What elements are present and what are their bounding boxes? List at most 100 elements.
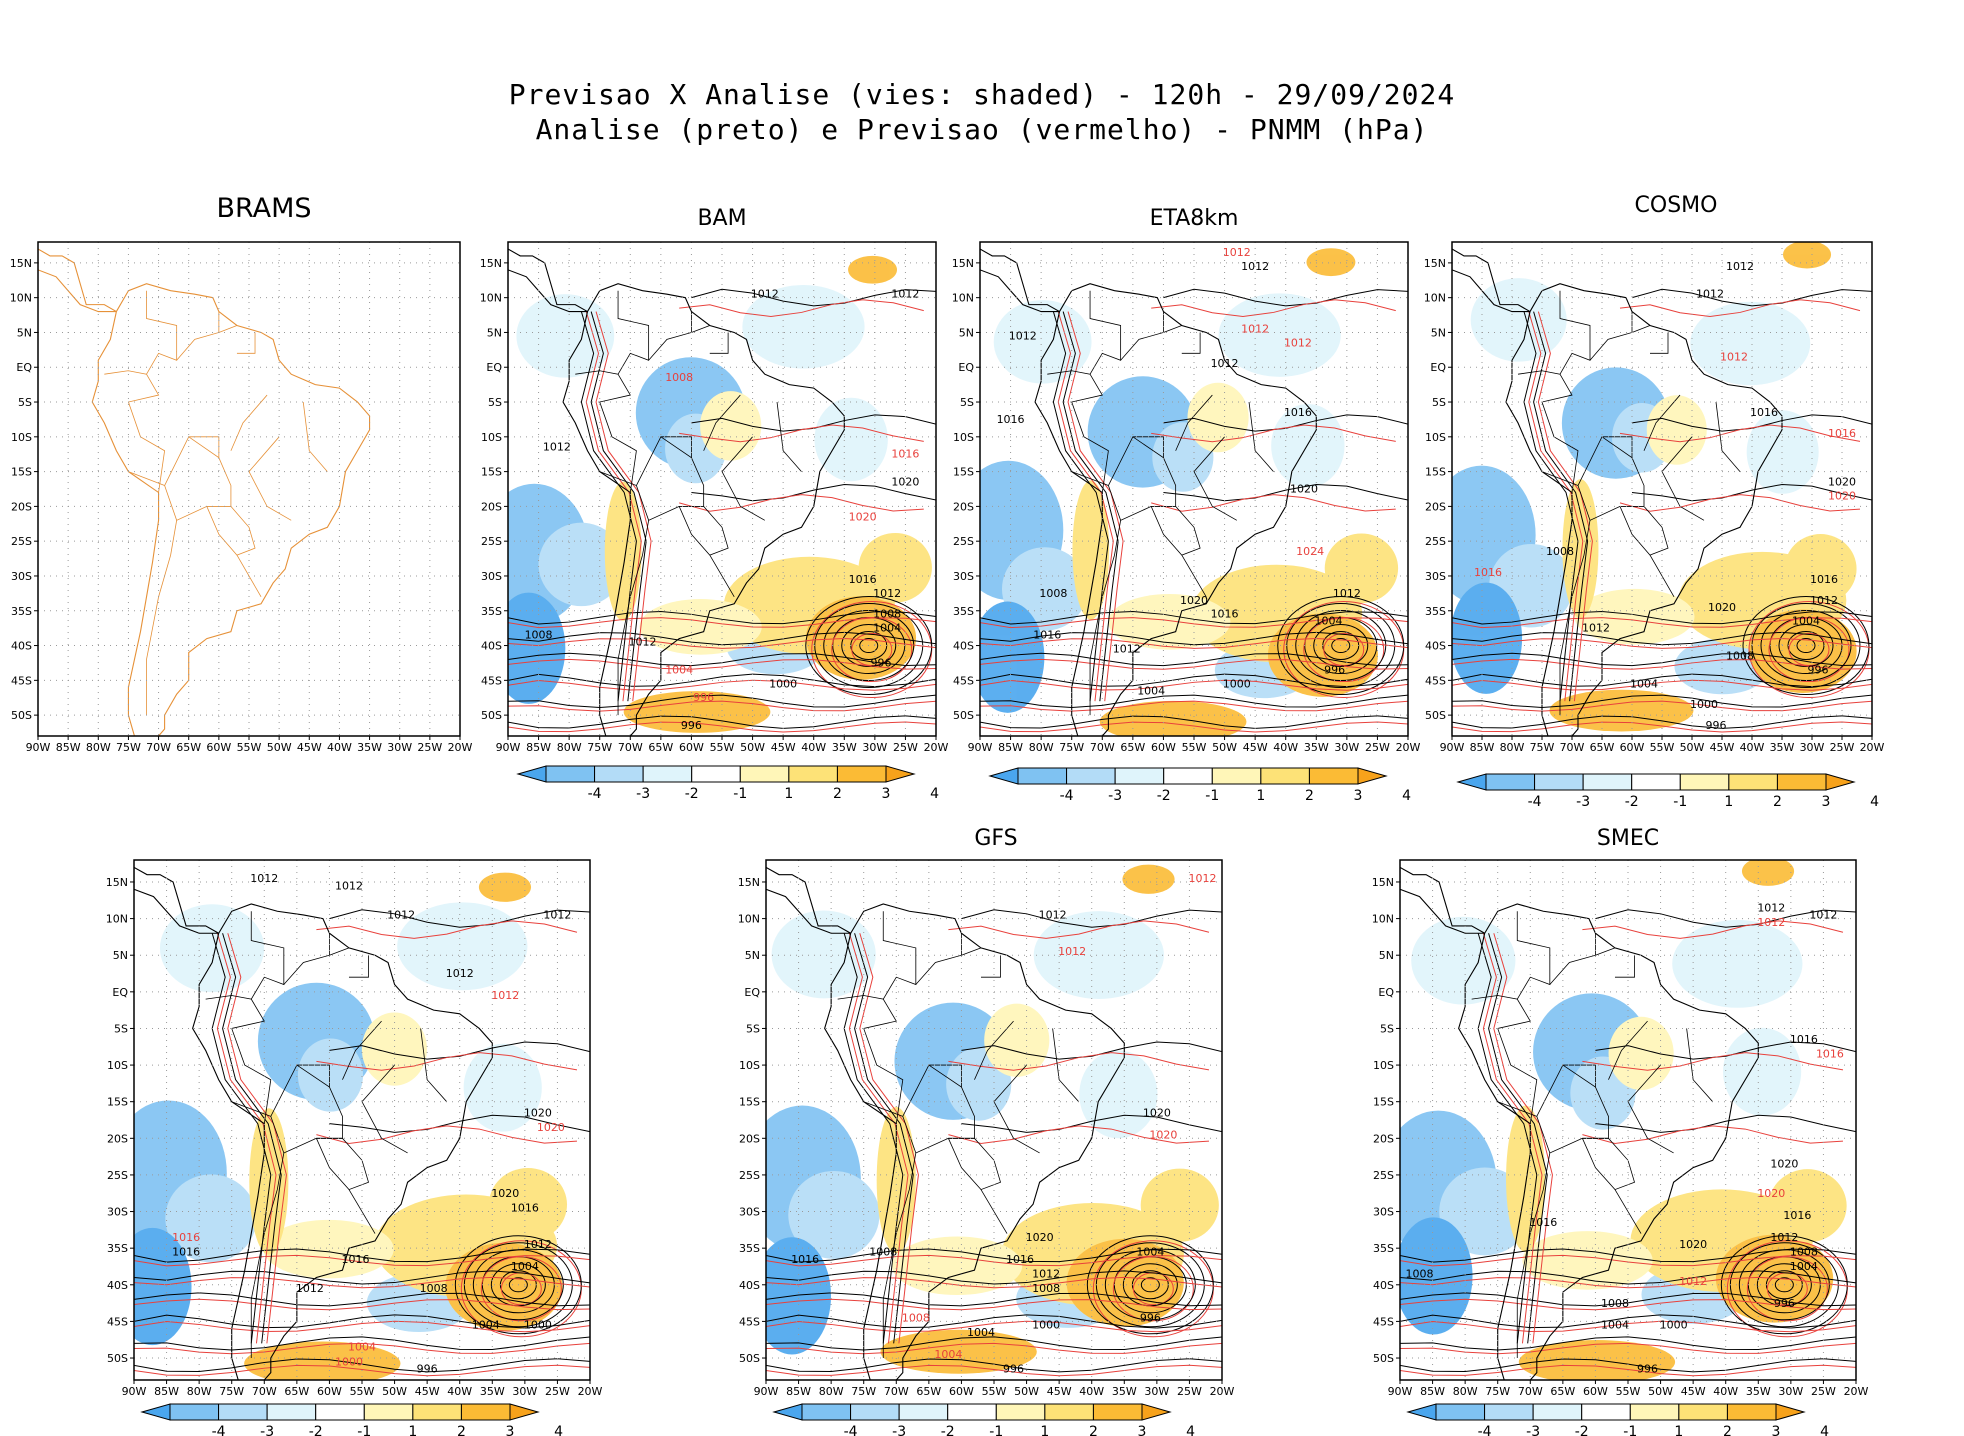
positive-bias-area: [1324, 533, 1399, 604]
forecast-isobar: [1283, 601, 1405, 699]
country-border: [902, 1064, 975, 1154]
colorbar-tick-label: 3: [1822, 794, 1831, 810]
forecast-isobar: [1400, 1342, 1856, 1355]
map-axes: 90W 85W 80W 75W 70W 65W 60W 55W 50W 45W 40W 35W 30W 2…: [738, 876, 1235, 1398]
analysis-isobar: [508, 1277, 528, 1293]
analysis-isobar: [134, 1292, 590, 1307]
lon-tick-label: 55W: [350, 1385, 375, 1398]
country-border: [1471, 995, 1538, 1124]
country-border: [1715, 401, 1741, 472]
bias-shading: [1452, 242, 1857, 732]
lon-tick-label: 30W: [387, 741, 412, 754]
colorbar-box: [850, 1403, 900, 1421]
map-background: [980, 242, 1408, 736]
lat-tick-label: 15N: [1424, 257, 1446, 270]
country-border: [1643, 394, 1681, 451]
lat-tick-label: 10N: [106, 913, 128, 926]
coastline: [38, 248, 371, 736]
forecast-isobar: [1452, 700, 1872, 712]
lat-tick-label: 35S: [953, 605, 974, 618]
analysis-isobar: [691, 483, 936, 502]
country-border: [1661, 436, 1705, 521]
map-axes: 90W 85W 80W 75W 70W 65W 60W 55W 50W 45W 40W 35W 30W 2…: [480, 257, 949, 754]
lat-tick-label: 15N: [1372, 876, 1394, 889]
lon-tick-label: 80W: [187, 1385, 212, 1398]
lon-tick-label: 70W: [252, 1385, 277, 1398]
isobar-label: 1004: [472, 1319, 500, 1332]
isobar-label: 1008: [665, 371, 693, 384]
isobar-label: 1004: [967, 1326, 995, 1339]
country-border: [1582, 1137, 1635, 1191]
country-border: [1248, 401, 1274, 472]
isobar-label: 1004: [511, 1260, 539, 1273]
positive-bias-area: [1099, 700, 1247, 736]
colorbar-tick-label: 2: [457, 1424, 466, 1436]
lon-tick-label: 30W: [1778, 1385, 1803, 1398]
lon-tick-label: 60W: [206, 741, 231, 754]
analysis-isobar: [766, 1358, 1222, 1373]
lat-tick-label: 40S: [1425, 640, 1446, 653]
colorbar-box: [1776, 773, 1827, 791]
country-border: [721, 436, 765, 521]
positive-bias-area: [880, 1329, 1037, 1374]
negative-bias-area: [1411, 916, 1516, 1005]
country-border: [1631, 325, 1651, 333]
isobar-label: 1004: [348, 1341, 376, 1354]
lat-tick-label: 45S: [107, 1315, 128, 1328]
lat-tick-label: 35S: [481, 605, 502, 618]
negative-bias-area: [159, 904, 265, 993]
forecast-isobar: [980, 679, 1408, 691]
negative-bias-area: [1489, 543, 1574, 628]
country-border: [348, 1189, 376, 1234]
analysis-isobar: [490, 1263, 546, 1307]
bias-shading: [508, 255, 932, 733]
isobar-label: 1012: [1770, 1231, 1798, 1244]
lon-tick-label: 20W: [448, 741, 473, 754]
analysis-isobar: [841, 624, 897, 668]
lat-tick-label: 10S: [953, 431, 974, 444]
colorbar-box: [1629, 1403, 1680, 1421]
country-border: [316, 1137, 370, 1191]
colorbar-tick-label: 3: [882, 786, 891, 802]
map-background: [134, 860, 590, 1380]
cyclone-isobars: [454, 1235, 582, 1338]
colorbar-tick-label: -4: [212, 1424, 226, 1436]
isobar-label: 1004: [1137, 684, 1165, 697]
lat-tick-label: 10S: [1373, 1059, 1394, 1072]
cyclone-isobars: [805, 596, 933, 699]
isobar-label: 1004: [1630, 677, 1658, 690]
forecast-isobar: [1768, 617, 1850, 683]
lon-tick-label: 65W: [1120, 741, 1145, 754]
isobar-label: 1016: [1750, 406, 1778, 419]
country-border: [176, 311, 220, 361]
analysis-isobar: [134, 1336, 590, 1351]
country-border: [206, 505, 256, 556]
isobar-label: 1012: [1679, 1275, 1707, 1288]
analysis-isobar: [823, 610, 915, 682]
isobar-label: 996: [1003, 1363, 1024, 1376]
map-background: [1452, 242, 1872, 736]
negative-bias-area: [1033, 911, 1164, 1000]
forecast-isobar: [1151, 494, 1396, 512]
lon-tick-label: 55W: [1650, 741, 1675, 754]
lat-tick-label: 15N: [738, 876, 760, 889]
analysis-isobar: [1631, 288, 1872, 307]
colorbar-tick-label: 3: [1354, 788, 1363, 804]
cyclone-isobars: [1277, 596, 1405, 699]
analysis-isobar: [1086, 1235, 1214, 1335]
lon-tick-label: 40W: [801, 741, 826, 754]
lon-tick-label: 40W: [1079, 1385, 1104, 1398]
analysis-isobar: [1774, 1277, 1794, 1293]
andes-isobar: [227, 933, 287, 1344]
isobar-label: 1020: [1143, 1106, 1171, 1119]
isobar-label: 1016: [1790, 1033, 1818, 1046]
isobar-label: 1012: [1696, 288, 1724, 301]
lon-tick-label: 75W: [851, 1385, 876, 1398]
negative-bias-area: [1533, 993, 1651, 1111]
analysis-isobar: [1104, 1249, 1196, 1321]
isobar-labels: 1012101210121020102010201016101210081004…: [791, 872, 1216, 1376]
coastline: [134, 866, 493, 1380]
forecast-isobar: [1619, 494, 1861, 512]
analysis-isobar: [1295, 610, 1387, 682]
